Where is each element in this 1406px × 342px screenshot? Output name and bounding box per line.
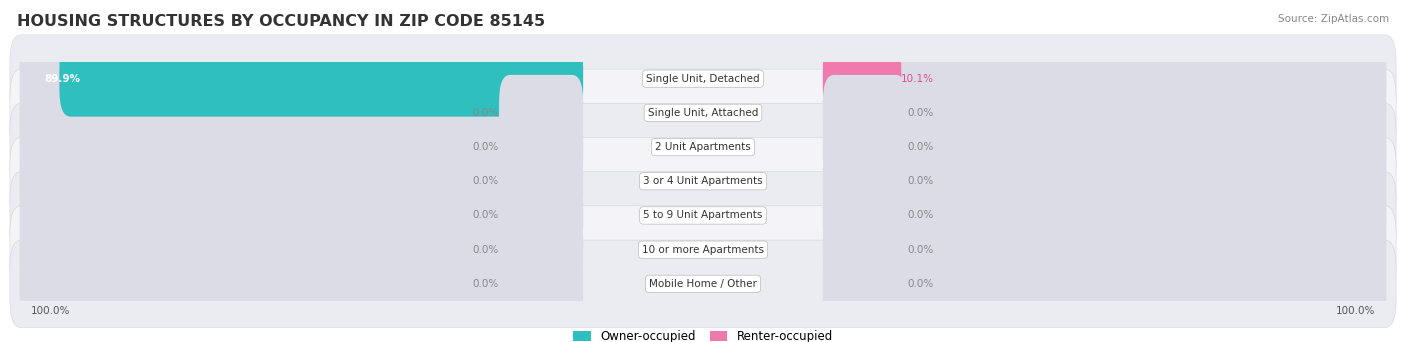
Text: 89.9%: 89.9% — [45, 74, 80, 84]
FancyBboxPatch shape — [10, 172, 1396, 259]
Text: Single Unit, Detached: Single Unit, Detached — [647, 74, 759, 84]
FancyBboxPatch shape — [10, 240, 1396, 328]
Text: 0.0%: 0.0% — [907, 210, 934, 221]
FancyBboxPatch shape — [10, 103, 1396, 191]
FancyBboxPatch shape — [823, 41, 901, 117]
Text: 0.0%: 0.0% — [472, 279, 499, 289]
FancyBboxPatch shape — [823, 109, 907, 185]
Text: Source: ZipAtlas.com: Source: ZipAtlas.com — [1278, 14, 1389, 24]
Text: 0.0%: 0.0% — [907, 142, 934, 152]
Text: 0.0%: 0.0% — [907, 108, 934, 118]
Text: 2 Unit Apartments: 2 Unit Apartments — [655, 142, 751, 152]
FancyBboxPatch shape — [20, 177, 583, 253]
Text: 0.0%: 0.0% — [907, 245, 934, 255]
FancyBboxPatch shape — [823, 212, 907, 288]
FancyBboxPatch shape — [823, 41, 1386, 117]
Text: 10.1%: 10.1% — [901, 74, 934, 84]
FancyBboxPatch shape — [499, 177, 583, 253]
Text: HOUSING STRUCTURES BY OCCUPANCY IN ZIP CODE 85145: HOUSING STRUCTURES BY OCCUPANCY IN ZIP C… — [17, 14, 546, 29]
FancyBboxPatch shape — [10, 35, 1396, 122]
Text: 0.0%: 0.0% — [472, 142, 499, 152]
FancyBboxPatch shape — [20, 75, 583, 151]
FancyBboxPatch shape — [20, 212, 583, 288]
FancyBboxPatch shape — [20, 41, 583, 117]
Text: 100.0%: 100.0% — [31, 306, 70, 316]
FancyBboxPatch shape — [499, 75, 583, 151]
FancyBboxPatch shape — [10, 206, 1396, 293]
FancyBboxPatch shape — [20, 143, 583, 219]
FancyBboxPatch shape — [823, 75, 907, 151]
FancyBboxPatch shape — [10, 137, 1396, 225]
Text: 0.0%: 0.0% — [472, 210, 499, 221]
Text: 0.0%: 0.0% — [472, 176, 499, 186]
FancyBboxPatch shape — [10, 69, 1396, 157]
Text: 3 or 4 Unit Apartments: 3 or 4 Unit Apartments — [643, 176, 763, 186]
Text: 0.0%: 0.0% — [907, 176, 934, 186]
FancyBboxPatch shape — [823, 212, 1386, 288]
FancyBboxPatch shape — [20, 109, 583, 185]
FancyBboxPatch shape — [499, 212, 583, 288]
FancyBboxPatch shape — [823, 143, 1386, 219]
Text: 0.0%: 0.0% — [472, 108, 499, 118]
FancyBboxPatch shape — [499, 109, 583, 185]
Text: 100.0%: 100.0% — [1336, 306, 1375, 316]
Text: 5 to 9 Unit Apartments: 5 to 9 Unit Apartments — [644, 210, 762, 221]
FancyBboxPatch shape — [823, 75, 1386, 151]
FancyBboxPatch shape — [823, 246, 1386, 322]
Text: Mobile Home / Other: Mobile Home / Other — [650, 279, 756, 289]
FancyBboxPatch shape — [823, 177, 907, 253]
FancyBboxPatch shape — [20, 246, 583, 322]
Legend: Owner-occupied, Renter-occupied: Owner-occupied, Renter-occupied — [568, 325, 838, 342]
Text: 0.0%: 0.0% — [472, 245, 499, 255]
FancyBboxPatch shape — [823, 246, 907, 322]
FancyBboxPatch shape — [823, 177, 1386, 253]
FancyBboxPatch shape — [823, 143, 907, 219]
FancyBboxPatch shape — [823, 109, 1386, 185]
FancyBboxPatch shape — [499, 143, 583, 219]
Text: Single Unit, Attached: Single Unit, Attached — [648, 108, 758, 118]
FancyBboxPatch shape — [59, 41, 583, 117]
Text: 10 or more Apartments: 10 or more Apartments — [643, 245, 763, 255]
FancyBboxPatch shape — [499, 246, 583, 322]
Text: 0.0%: 0.0% — [907, 279, 934, 289]
